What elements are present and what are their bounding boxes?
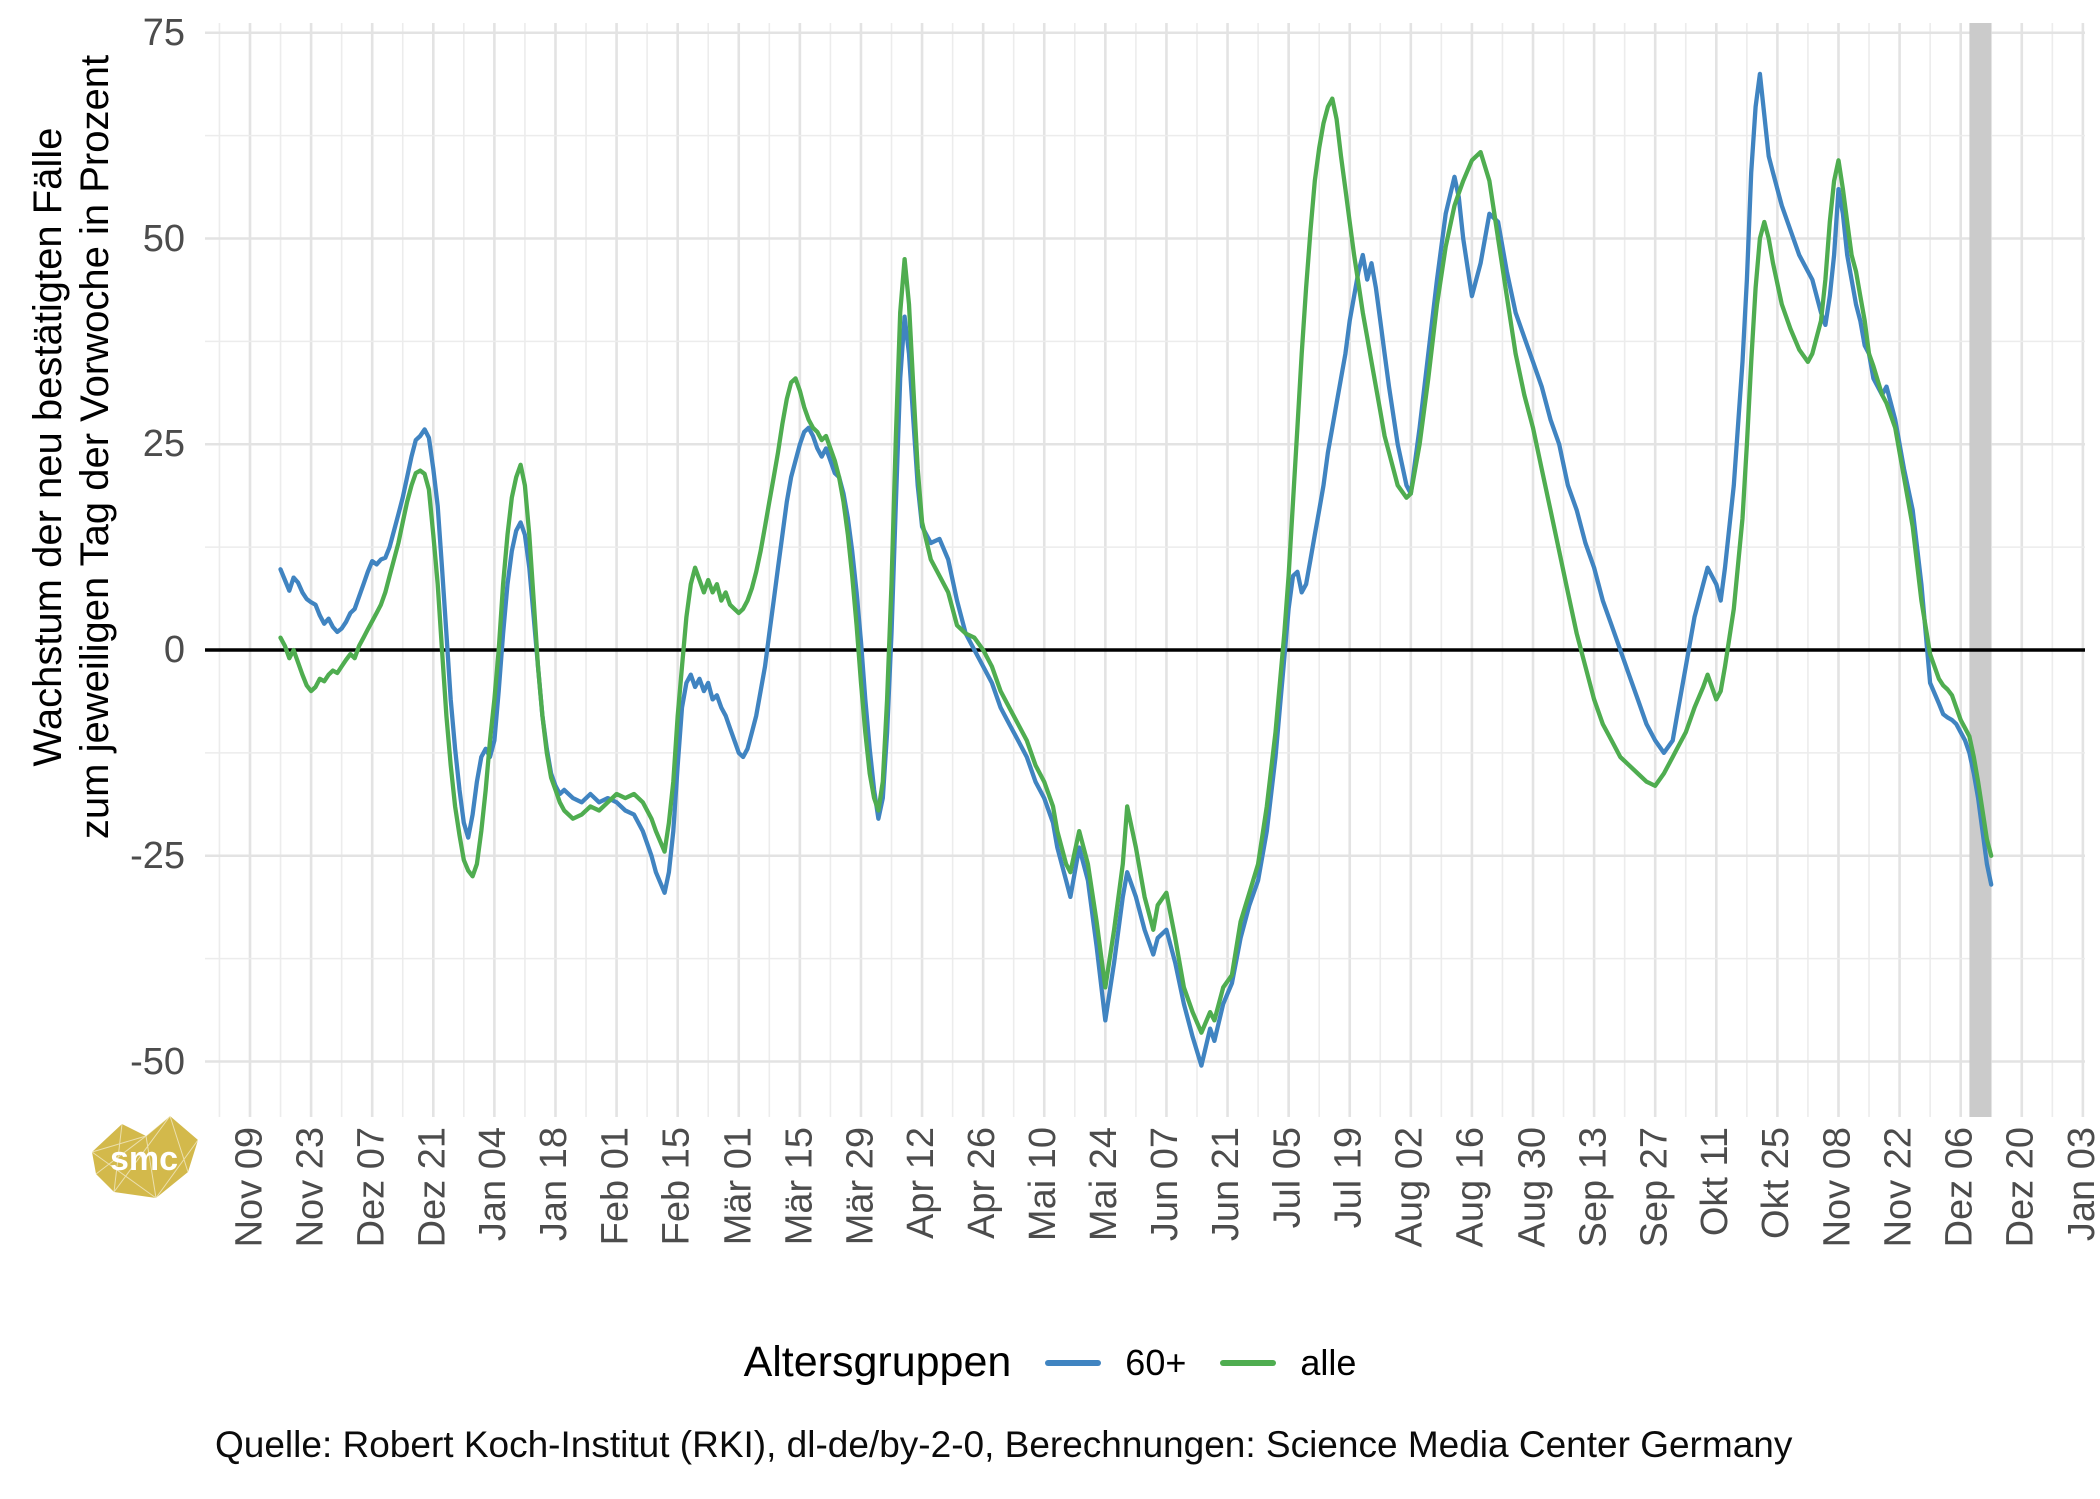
smc-logo: smc: [84, 1110, 204, 1210]
y-axis-title-line2: zum jeweiligen Tag der Vorwoche in Proze…: [73, 54, 117, 840]
chart-svg: [205, 23, 2085, 1117]
x-tick-label: Jul 19: [1327, 1127, 1370, 1229]
legend-item-alle: alle: [1220, 1342, 1356, 1384]
legend-title: Altersgruppen: [743, 1338, 1012, 1386]
x-tick-label: Aug 02: [1388, 1127, 1431, 1248]
series-line-60plus: [278, 71, 1994, 1068]
x-tick-label: Jun 07: [1144, 1127, 1187, 1242]
y-axis-title: Wachstum der neu bestätigten Fälle zum j…: [25, 0, 119, 1047]
x-tick-label: Dez 21: [411, 1127, 454, 1248]
legend-swatch-60plus: [1045, 1359, 1102, 1366]
legend-label-alle: alle: [1300, 1341, 1357, 1383]
x-tick-label: Dez 20: [1999, 1127, 2042, 1248]
x-tick-label: Mär 01: [716, 1127, 759, 1246]
x-tick-label: Mai 24: [1083, 1127, 1126, 1242]
x-tick-label: Dez 07: [350, 1127, 393, 1248]
x-tick-label: Apr 12: [900, 1127, 943, 1239]
x-tick-label: Mai 10: [1022, 1127, 1065, 1242]
y-tick-label: -25: [130, 834, 185, 877]
x-tick-label: Apr 26: [961, 1127, 1004, 1239]
x-tick-label: Nov 08: [1816, 1127, 1859, 1248]
x-tick-label: Jul 05: [1266, 1127, 1309, 1229]
x-tick-label: Sep 13: [1572, 1127, 1615, 1248]
y-axis-title-line1: Wachstum der neu bestätigten Fälle: [26, 127, 70, 767]
y-tick-label: -50: [130, 1040, 185, 1083]
x-tick-label: Aug 16: [1449, 1127, 1492, 1248]
plot-panel: [205, 23, 2085, 1117]
y-tick-label: 0: [163, 629, 185, 671]
x-tick-label: Okt 25: [1755, 1127, 1798, 1239]
x-tick-label: Feb 01: [594, 1127, 637, 1246]
x-tick-label: Jan 03: [2060, 1127, 2100, 1242]
x-tick-label: Nov 09: [228, 1127, 270, 1248]
y-tick-label: 75: [142, 11, 185, 54]
x-tick-label: Mär 15: [777, 1127, 820, 1246]
legend: Altersgruppen 60+ alle: [0, 1338, 2100, 1387]
svg-text:smc: smc: [110, 1140, 178, 1178]
x-tick-label: Jan 04: [472, 1127, 515, 1242]
legend-swatch-alle: [1220, 1359, 1277, 1366]
x-tick-label: Jan 18: [533, 1127, 576, 1242]
source-credit: Quelle: Robert Koch-Institut (RKI), dl-d…: [215, 1424, 1793, 1465]
y-tick-label: 25: [142, 423, 185, 466]
highlight-band: [1969, 23, 1992, 1117]
smc-logo-icon: smc: [91, 1115, 199, 1199]
series-line-alle: [278, 96, 1994, 1035]
x-tick-label: Mär 29: [838, 1127, 881, 1246]
x-tick-label: Jun 21: [1205, 1127, 1248, 1242]
legend-label-60plus: 60+: [1125, 1341, 1187, 1383]
legend-item-60plus: 60+: [1045, 1342, 1186, 1384]
x-tick-label: Sep 27: [1633, 1127, 1676, 1248]
x-tick-label: Nov 22: [1877, 1127, 1920, 1248]
x-tick-label: Feb 15: [655, 1127, 698, 1246]
x-tick-label: Okt 11: [1694, 1127, 1737, 1237]
x-tick-label: Aug 30: [1511, 1127, 1554, 1248]
x-tick-label: Dez 06: [1938, 1127, 1981, 1248]
y-tick-label: 50: [142, 217, 185, 260]
x-tick-label: Nov 23: [289, 1127, 332, 1248]
